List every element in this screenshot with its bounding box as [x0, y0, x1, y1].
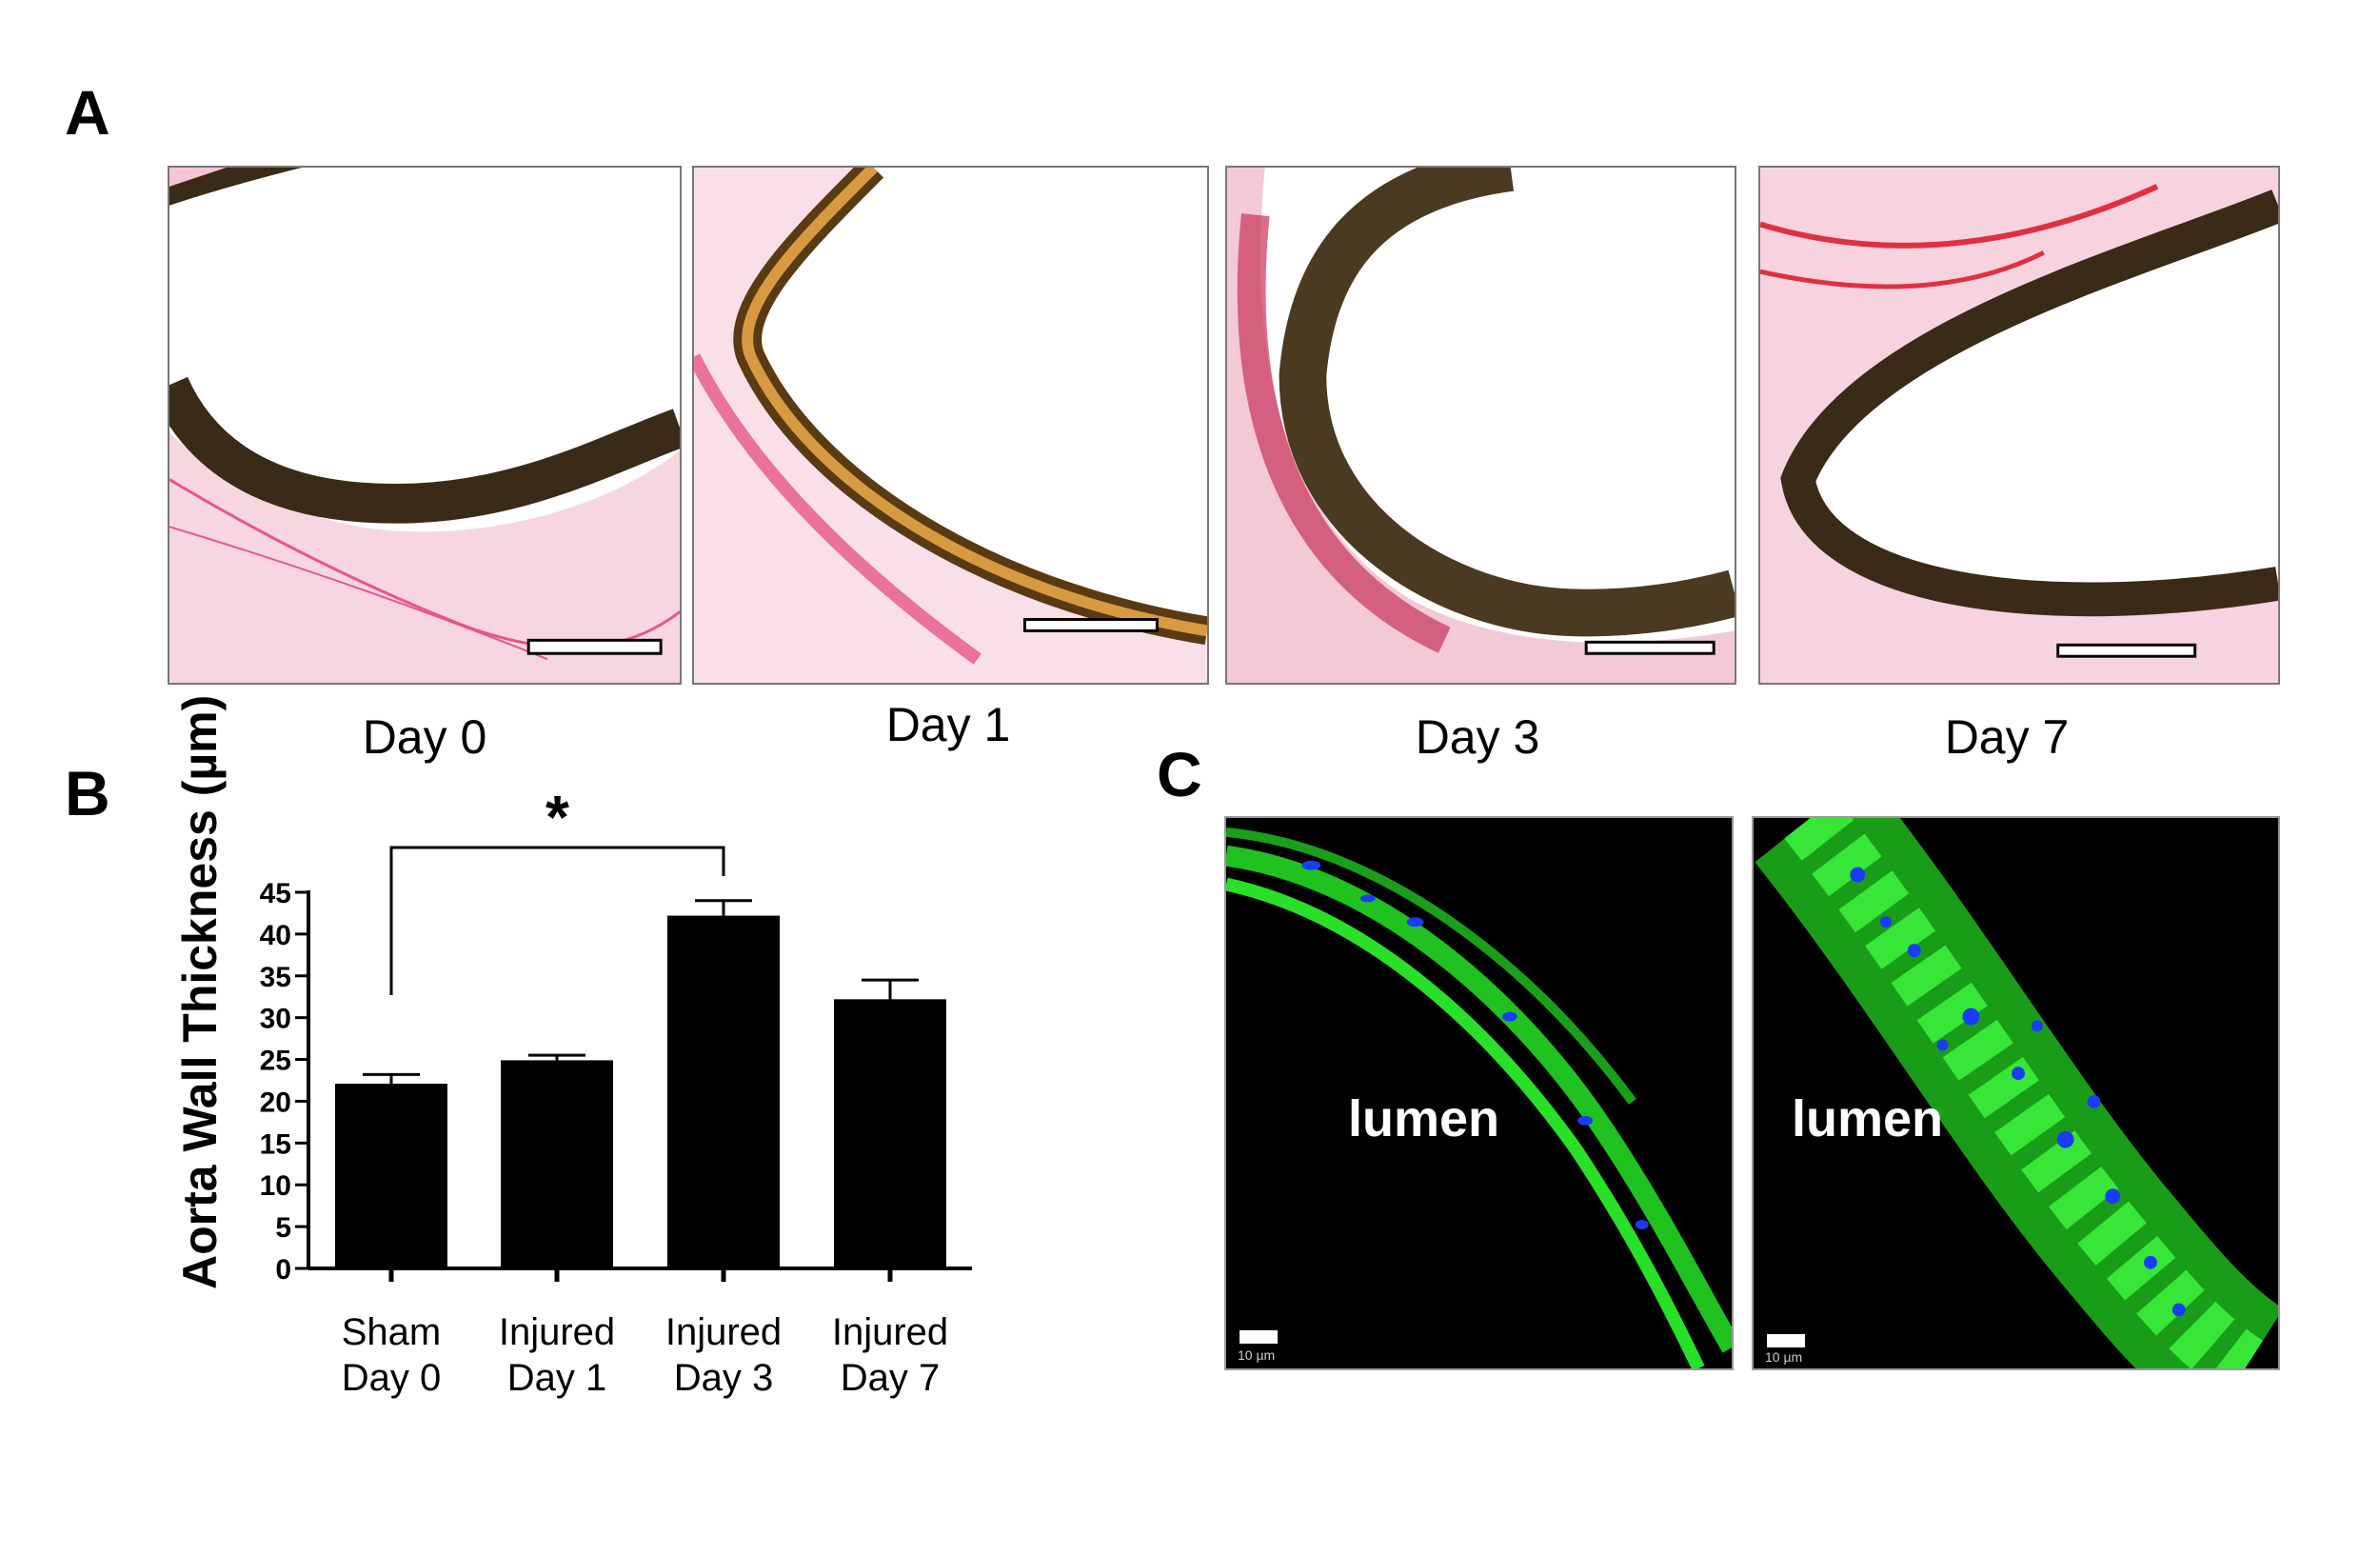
- histology-image-day-1: [692, 166, 1209, 685]
- panel-label-a: A: [65, 77, 110, 148]
- y-tick-label: 40: [260, 920, 291, 951]
- y-tick-label: 35: [260, 962, 291, 993]
- panel-label-c: C: [1157, 739, 1202, 809]
- x-tick-label-line: Day 3: [673, 1357, 774, 1399]
- lumen-label: lumen: [1792, 1090, 1944, 1147]
- y-tick-label: 10: [260, 1170, 291, 1202]
- x-tick-label: Injured Day 1: [462, 1309, 652, 1401]
- y-tick-label: 5: [275, 1212, 291, 1244]
- bar: [667, 915, 780, 1268]
- histology-image-day-0: [168, 166, 682, 685]
- x-tick-label-line: Sham: [341, 1311, 442, 1353]
- y-tick-label: 45: [260, 878, 291, 909]
- fluorescence-image-1: lumen 10 µm: [1224, 816, 1734, 1370]
- panel-label-b: B: [65, 758, 110, 828]
- bar: [834, 999, 946, 1268]
- x-tick-label-line: Day 7: [840, 1357, 941, 1399]
- x-tick-label-line: Injured: [664, 1311, 783, 1353]
- y-axis-label: Aorta Wall Thickness (µm): [173, 694, 227, 1289]
- y-tick-label: 15: [260, 1128, 291, 1160]
- bar: [501, 1060, 613, 1268]
- bar: [335, 1084, 447, 1268]
- histology-image-day-3: [1225, 166, 1736, 685]
- x-tick-label: Injured Day 3: [628, 1309, 819, 1401]
- x-tick-label: Sham Day 0: [296, 1309, 486, 1401]
- y-tick-label: 0: [275, 1254, 291, 1286]
- significance-bracket: [389, 846, 725, 995]
- histology-label-day-3: Day 3: [1415, 710, 1540, 764]
- histology-label-day-1: Day 1: [885, 698, 1011, 751]
- scale-bar-label: 10 µm: [1238, 1347, 1276, 1363]
- fluorescence-image-2: lumen 10 µm: [1752, 816, 2280, 1370]
- y-tick-label: 30: [260, 1004, 291, 1035]
- y-tick-label: 25: [260, 1046, 291, 1077]
- significance-star: *: [545, 783, 569, 851]
- histology-image-day-7: [1758, 166, 2280, 685]
- x-tick-label: Injured Day 7: [795, 1309, 985, 1401]
- x-tick-label-line: Injured: [831, 1311, 949, 1353]
- scale-bar: [1767, 1334, 1805, 1347]
- scale-bar-label: 10 µm: [1765, 1349, 1803, 1365]
- x-tick-label-line: Day 1: [506, 1357, 607, 1399]
- x-tick-label-line: Injured: [498, 1311, 616, 1353]
- lumen-label: lumen: [1348, 1090, 1500, 1147]
- x-tick-label-line: Day 0: [341, 1357, 442, 1399]
- histology-label-day-7: Day 7: [1944, 710, 2070, 764]
- y-tick-label: 20: [260, 1087, 291, 1118]
- histology-label-day-0: Day 0: [362, 710, 487, 764]
- scale-bar: [1240, 1330, 1278, 1344]
